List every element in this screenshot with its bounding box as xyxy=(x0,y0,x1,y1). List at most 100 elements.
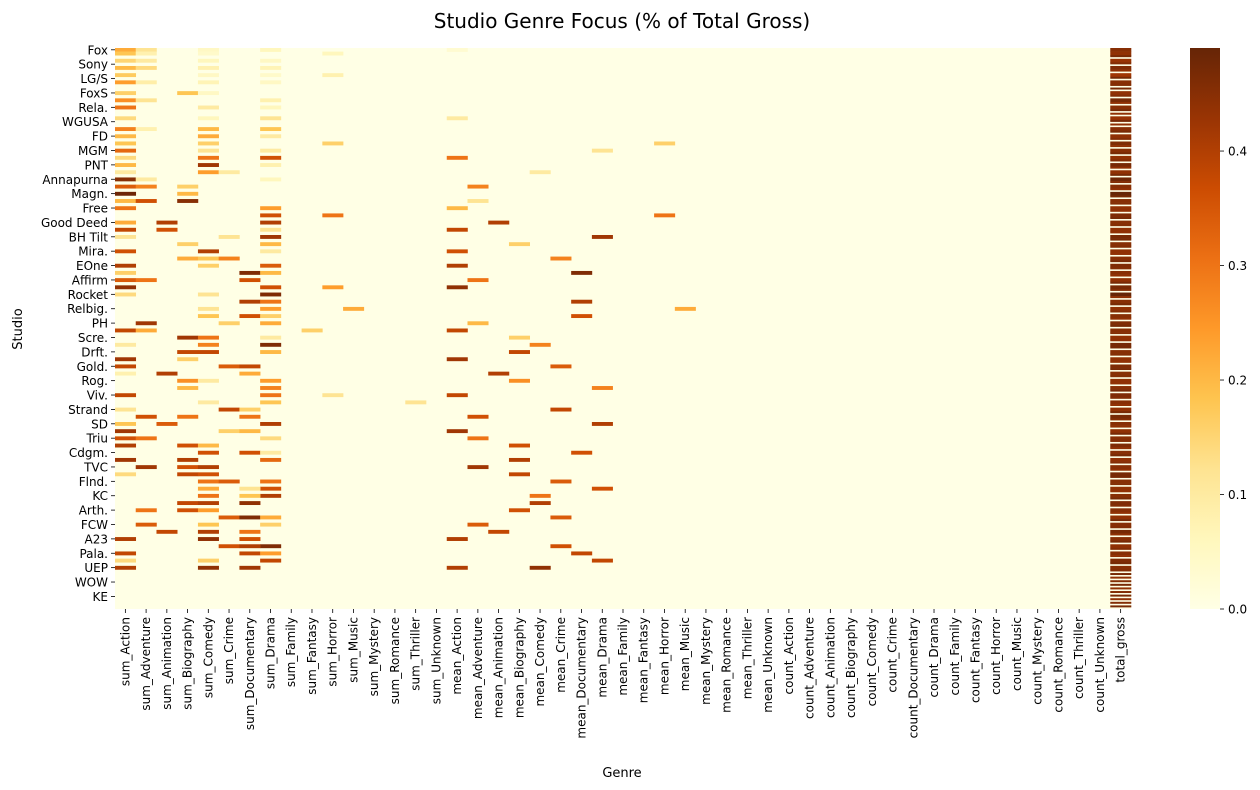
y-tick-label: Rog. xyxy=(81,374,108,388)
heatmap-cell xyxy=(654,213,676,218)
heatmap-cell xyxy=(1110,267,1132,270)
heatmap-cell xyxy=(135,465,157,470)
heatmap-cell xyxy=(115,220,137,225)
heatmap-cell xyxy=(115,235,137,239)
y-tick-label: Free xyxy=(83,202,108,216)
heatmap-cell xyxy=(135,321,157,326)
heatmap-cell xyxy=(1110,501,1132,506)
heatmap-cell xyxy=(260,400,282,405)
heatmap-cell xyxy=(529,342,551,347)
heatmap-cell xyxy=(446,249,468,254)
heatmap-cell xyxy=(405,400,427,405)
heatmap-cell xyxy=(197,116,219,121)
heatmap-cell xyxy=(1110,123,1132,126)
heatmap-cell xyxy=(239,371,261,376)
heatmap-cell xyxy=(1110,332,1132,335)
heatmap-cell xyxy=(1110,551,1132,556)
heatmap-cell xyxy=(239,314,261,319)
heatmap-cell xyxy=(260,80,282,85)
x-tick-label: count_Comedy xyxy=(865,617,879,706)
heatmap-cell xyxy=(1110,342,1132,347)
heatmap-cell xyxy=(177,350,199,354)
y-tick-label: Viv. xyxy=(87,389,108,403)
x-tick-label: sum_Documentary xyxy=(243,617,257,730)
heatmap-cell xyxy=(115,285,137,290)
heatmap-cell xyxy=(177,378,199,383)
heatmap-cell xyxy=(1110,112,1132,115)
heatmap-cell xyxy=(115,134,137,139)
heatmap-cell xyxy=(1110,565,1132,570)
x-tick-label: mean_Music xyxy=(678,617,692,691)
heatmap-cell xyxy=(239,407,261,412)
heatmap-cell xyxy=(260,98,282,103)
heatmap-cell xyxy=(115,472,137,477)
heatmap-cell xyxy=(115,141,137,146)
heatmap-cell xyxy=(260,48,282,52)
heatmap-cell xyxy=(1110,163,1132,167)
heatmap-cell xyxy=(197,80,219,85)
heatmap-cell xyxy=(654,141,676,146)
heatmap-cell xyxy=(115,422,137,426)
y-tick-label: PNT xyxy=(84,158,108,172)
heatmap-cell xyxy=(1110,159,1132,162)
y-axis-ticks: FoxSonyLG/SFoxSRela.WGUSAFDMGMPNTAnnapur… xyxy=(41,43,115,604)
heatmap-cell xyxy=(1110,594,1132,597)
heatmap-cell xyxy=(156,220,178,225)
heatmap-cell xyxy=(197,486,219,491)
x-tick-label: mean_Mystery xyxy=(699,617,713,705)
y-tick-label: LG/S xyxy=(80,72,108,86)
heatmap-cell xyxy=(197,472,219,477)
heatmap-cell xyxy=(488,220,510,225)
heatmap-cells xyxy=(115,48,1132,609)
y-tick-label: Scre. xyxy=(78,331,108,345)
heatmap-cell xyxy=(529,493,551,498)
heatmap-cell xyxy=(1110,436,1132,441)
heatmap-cell xyxy=(197,155,219,160)
heatmap-cell xyxy=(571,551,593,556)
heatmap-cell xyxy=(467,199,489,203)
heatmap-cell xyxy=(1110,91,1132,96)
heatmap-cell xyxy=(115,105,137,110)
heatmap-cell xyxy=(260,177,282,182)
heatmap-cell xyxy=(1110,199,1132,203)
heatmap-cell xyxy=(550,256,572,261)
heatmap-cell xyxy=(197,529,219,534)
heatmap-cell xyxy=(1110,457,1132,462)
y-tick-label: Magn. xyxy=(71,187,108,201)
heatmap-cell xyxy=(343,306,365,311)
heatmap-cell xyxy=(550,544,572,549)
x-tick-label: count_Drama xyxy=(927,617,941,697)
heatmap-cell xyxy=(197,127,219,132)
heatmap-cell xyxy=(135,48,157,52)
heatmap-cell xyxy=(177,414,199,419)
colorbar-tick-label: 0.2 xyxy=(1228,374,1247,388)
heatmap-cell xyxy=(218,429,240,434)
heatmap-cell xyxy=(1110,511,1132,514)
heatmap-cell xyxy=(1110,439,1132,442)
heatmap-cell xyxy=(239,544,261,549)
heatmap-cell xyxy=(260,522,282,527)
heatmap-cell xyxy=(135,184,157,189)
heatmap-cell xyxy=(446,328,468,333)
heatmap-cell xyxy=(260,148,282,153)
x-tick-label: sum_Drama xyxy=(264,617,278,689)
heatmap-cell xyxy=(1110,195,1132,198)
heatmap-cell xyxy=(674,306,696,311)
heatmap-cell xyxy=(322,213,344,218)
heatmap-cell xyxy=(1110,422,1132,426)
heatmap-cell xyxy=(156,422,178,426)
heatmap-cell xyxy=(446,227,468,232)
heatmap-cell xyxy=(467,522,489,527)
heatmap-cell xyxy=(508,457,530,462)
x-tick-label: count_Fantasy xyxy=(968,617,982,703)
x-tick-label: sum_Family xyxy=(284,617,298,687)
y-tick-label: A23 xyxy=(85,532,108,546)
heatmap-cell xyxy=(591,235,613,239)
heatmap-cell xyxy=(1110,339,1132,342)
heatmap-cell xyxy=(1110,382,1132,385)
heatmap-cell xyxy=(1110,533,1132,536)
heatmap-cell xyxy=(135,51,157,56)
heatmap-cell xyxy=(239,529,261,534)
heatmap-cell xyxy=(1110,393,1132,398)
heatmap-cell xyxy=(115,393,137,398)
